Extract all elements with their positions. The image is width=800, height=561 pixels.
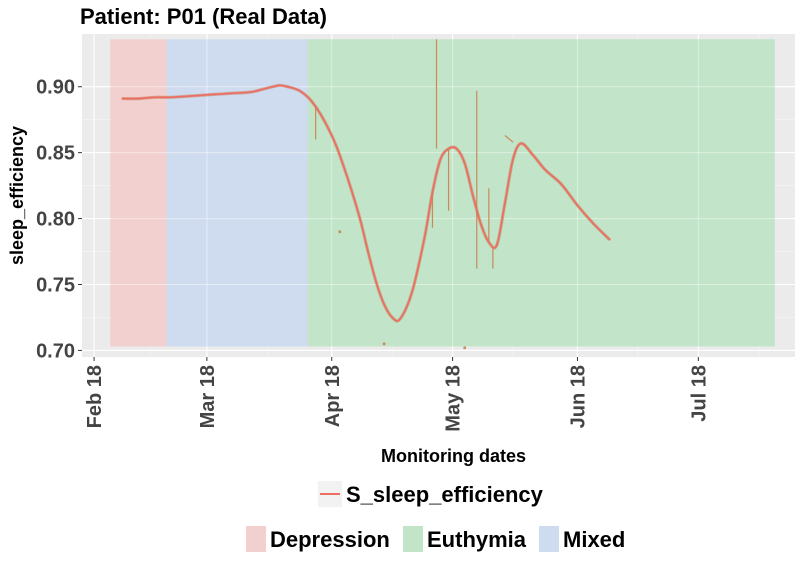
series-point bbox=[520, 142, 522, 145]
series-point bbox=[367, 250, 369, 253]
series-point bbox=[121, 97, 124, 100]
series-point bbox=[431, 191, 434, 194]
y-tick-label: 0.80 bbox=[36, 209, 75, 231]
y-axis-ticks: 0.70 0.75 0.80 0.85 0.90 bbox=[36, 77, 82, 362]
series-point bbox=[346, 178, 349, 180]
legend-state-label: Depression bbox=[270, 527, 390, 552]
raw-data-point bbox=[463, 346, 467, 350]
x-tick-label: May 18 bbox=[443, 365, 465, 432]
chart-title: Patient: P01 (Real Data) bbox=[80, 4, 327, 29]
series-point bbox=[608, 238, 611, 241]
series-point bbox=[334, 143, 337, 146]
series-line-group bbox=[121, 83, 611, 323]
series-point bbox=[532, 154, 535, 157]
series-point bbox=[487, 241, 490, 244]
raw-data-segment bbox=[504, 135, 514, 143]
series-point bbox=[560, 183, 563, 186]
series-point bbox=[230, 92, 232, 95]
series-point bbox=[153, 96, 156, 99]
series-point bbox=[278, 84, 281, 87]
series-point bbox=[411, 290, 414, 292]
state-bands bbox=[110, 39, 775, 347]
series-point bbox=[189, 95, 192, 97]
series-point bbox=[471, 193, 474, 196]
series-point bbox=[439, 158, 442, 161]
series-point bbox=[310, 100, 313, 103]
series-point bbox=[137, 97, 140, 100]
series-point bbox=[455, 147, 458, 150]
state-band-depression bbox=[110, 39, 167, 347]
grid-overlay bbox=[82, 34, 795, 357]
x-tick-label: Jul 18 bbox=[688, 365, 710, 422]
series-point bbox=[298, 89, 301, 92]
series-point bbox=[322, 118, 325, 121]
state-band-euthymia bbox=[307, 39, 775, 347]
series-point bbox=[479, 222, 482, 225]
x-axis-ticks: Feb 18 Mar 18 Apr 18 May 18 Jun 18 Jul 18 bbox=[84, 357, 710, 432]
legend-state-key bbox=[246, 526, 266, 552]
series-line bbox=[122, 84, 611, 322]
series-point bbox=[544, 168, 547, 171]
y-tick-label: 0.90 bbox=[36, 77, 75, 99]
series-point bbox=[447, 147, 450, 150]
legend-state-key bbox=[539, 526, 559, 552]
y-tick-label: 0.70 bbox=[36, 340, 75, 362]
raw-data-marks bbox=[315, 39, 514, 350]
series-point bbox=[576, 204, 579, 207]
series-point bbox=[286, 85, 289, 88]
series-point bbox=[375, 280, 377, 283]
y-tick-label: 0.85 bbox=[36, 143, 75, 165]
legend-series-label: S_sleep_efficiency bbox=[346, 482, 544, 507]
series-point bbox=[512, 158, 514, 161]
x-tick-label: Feb 18 bbox=[84, 365, 106, 428]
series-point bbox=[496, 244, 498, 246]
legend-states: Depression Euthymia Mixed bbox=[246, 526, 625, 552]
x-tick-label: Mar 18 bbox=[197, 365, 219, 428]
series-point bbox=[250, 91, 253, 93]
y-axis-label: sleep_efficiency bbox=[7, 126, 27, 265]
x-tick-label: Apr 18 bbox=[322, 365, 344, 427]
series-point bbox=[423, 237, 426, 240]
series-point bbox=[266, 87, 269, 89]
series-point bbox=[463, 162, 466, 165]
series-point bbox=[504, 201, 506, 204]
x-tick-label: Jun 18 bbox=[567, 365, 589, 428]
legend-state-label: Euthymia bbox=[427, 527, 527, 552]
series-point bbox=[210, 93, 212, 96]
raw-data-point bbox=[338, 230, 342, 234]
y-tick-label: 0.75 bbox=[36, 274, 75, 296]
legend-state-label: Mixed bbox=[563, 527, 625, 552]
series-point bbox=[399, 317, 402, 320]
series-point bbox=[383, 303, 386, 306]
legend-state-key bbox=[403, 526, 423, 552]
series-point bbox=[359, 217, 361, 220]
series-point bbox=[169, 96, 172, 99]
series-point bbox=[391, 316, 394, 319]
state-band-mixed bbox=[166, 39, 308, 347]
legend-series: S_sleep_efficiency bbox=[318, 481, 544, 507]
raw-data-point bbox=[382, 342, 386, 346]
x-axis-label: Monitoring dates bbox=[381, 446, 526, 466]
series-point bbox=[592, 222, 595, 225]
